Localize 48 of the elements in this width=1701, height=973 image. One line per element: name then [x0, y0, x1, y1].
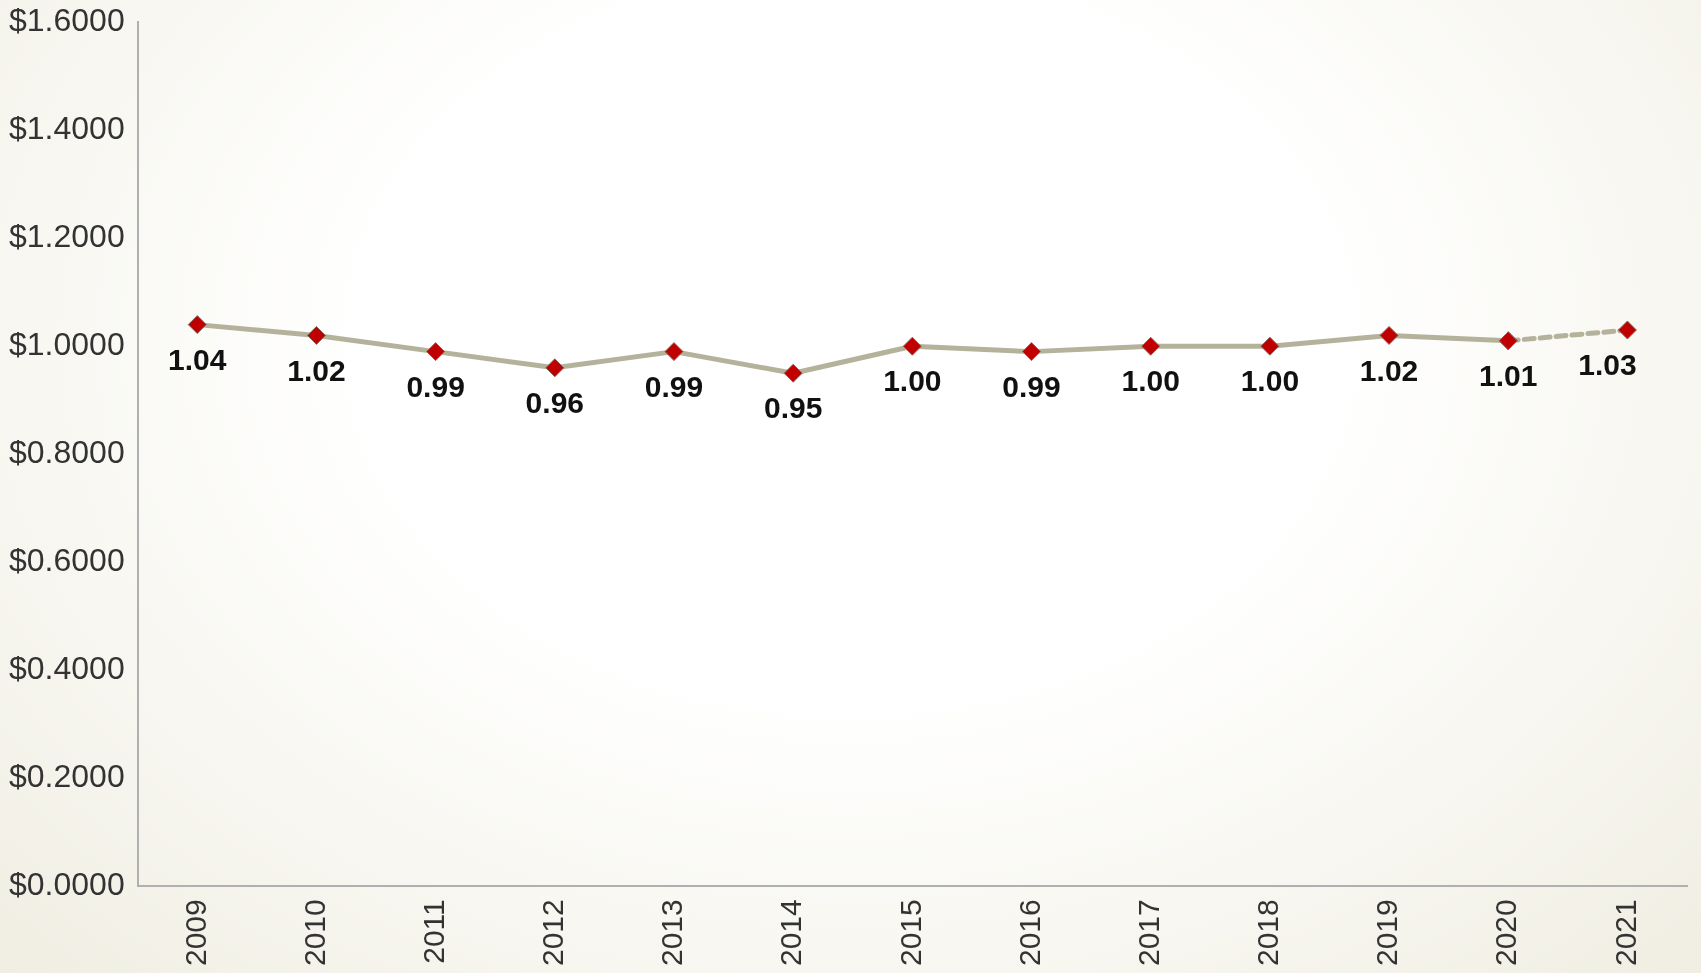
data-label: 1.04	[168, 342, 227, 376]
point	[1498, 331, 1518, 351]
point	[545, 358, 565, 378]
data-label: 1.00	[1240, 364, 1300, 398]
data-label: 0.99	[644, 369, 704, 403]
point	[1141, 336, 1161, 356]
y-tick-label: $0.4000	[9, 650, 125, 687]
x-tick-label: 2013	[655, 899, 689, 967]
point	[1379, 325, 1399, 345]
x-tick-label: 2012	[536, 899, 570, 967]
x-tick-label: 2016	[1012, 899, 1046, 967]
point	[426, 342, 446, 362]
point	[664, 342, 684, 362]
y-tick-label: $0.8000	[9, 434, 125, 471]
point	[306, 325, 326, 345]
x-tick-label: 2019	[1370, 899, 1404, 967]
point	[1022, 342, 1042, 362]
data-label: 0.96	[525, 386, 584, 420]
point	[783, 363, 803, 383]
data-label: 0.95	[763, 391, 823, 425]
x-tick-label: 2020	[1489, 899, 1523, 967]
y-tick-label: $1.4000	[9, 110, 125, 147]
y-tick-label: $1.2000	[9, 218, 125, 255]
x-tick-label: 2014	[774, 899, 808, 967]
y-tick-label: $0.0000	[9, 866, 125, 903]
data-label: 1.00	[883, 364, 942, 398]
data-label: 1.00	[1121, 364, 1180, 398]
x-tick-label: 2010	[297, 899, 331, 967]
y-tick-label: $1.6000	[9, 2, 125, 39]
x-tick-label: 2021	[1608, 899, 1642, 967]
x-tick-label: 2015	[893, 899, 927, 967]
point	[187, 315, 207, 335]
data-label: 0.99	[406, 369, 465, 403]
y-tick-label: $0.6000	[9, 542, 125, 579]
x-tick-label: 2011	[416, 899, 450, 964]
data-label: 0.99	[1002, 369, 1061, 403]
x-tick-label: 2017	[1131, 899, 1165, 967]
data-label: 1.02	[1359, 353, 1419, 387]
x-tick-label: 2009	[178, 899, 212, 967]
x-tick-label: 2018	[1251, 899, 1285, 967]
data-label: 1.01	[1479, 359, 1538, 393]
y-tick-label: $1.0000	[9, 326, 125, 363]
y-tick-label: $0.2000	[9, 758, 125, 795]
data-label: 1.02	[287, 353, 346, 387]
point	[1617, 320, 1637, 340]
point	[1260, 336, 1280, 356]
point	[902, 336, 922, 356]
data-label: 1.03	[1578, 348, 1637, 382]
